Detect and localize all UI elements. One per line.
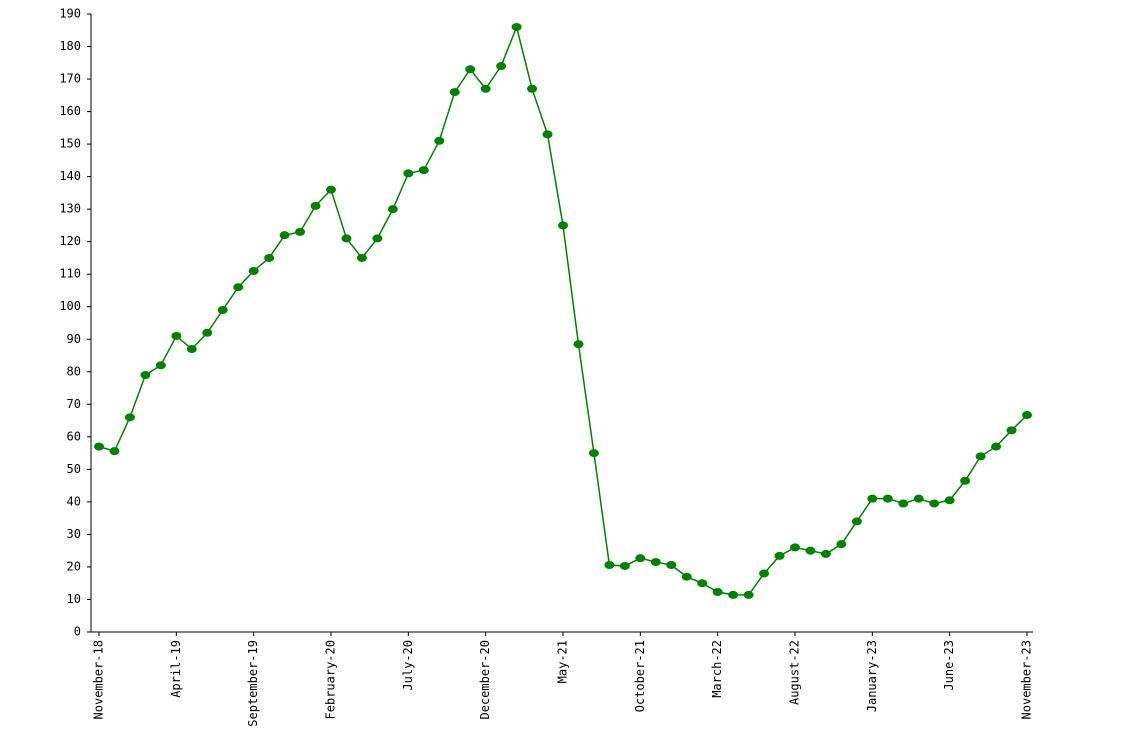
- data-point: [573, 340, 584, 349]
- data-point: [836, 540, 847, 549]
- data-point: [666, 560, 677, 569]
- data-point: [805, 546, 816, 555]
- data-point: [820, 549, 831, 558]
- data-point: [991, 442, 1002, 451]
- data-point: [171, 332, 182, 341]
- data-point: [851, 517, 862, 526]
- data-point: [650, 558, 661, 567]
- data-point: [759, 569, 770, 578]
- x-tick-label: January-23: [865, 640, 879, 712]
- y-tick-label: 0: [74, 625, 81, 639]
- x-tick-label: September-19: [246, 640, 260, 727]
- x-tick-label: November-23: [1020, 640, 1034, 719]
- data-point: [186, 345, 197, 354]
- data-point: [511, 23, 522, 32]
- y-tick-label: 80: [67, 364, 81, 378]
- data-point: [496, 62, 507, 71]
- x-tick-label: June-23: [942, 640, 956, 691]
- y-tick-label: 10: [67, 592, 81, 606]
- data-point: [310, 201, 321, 210]
- data-point: [588, 449, 599, 458]
- data-point: [449, 88, 460, 97]
- data-point: [387, 205, 398, 214]
- data-point: [527, 84, 538, 93]
- data-point: [480, 84, 491, 93]
- data-point: [604, 560, 615, 569]
- data-point: [619, 561, 630, 570]
- x-tick-label: November-18: [92, 640, 106, 719]
- data-point: [248, 266, 259, 275]
- data-point: [697, 579, 708, 588]
- x-tick-label: December-20: [478, 640, 492, 719]
- y-tick-label: 90: [67, 332, 81, 346]
- data-point: [929, 499, 940, 508]
- data-point: [94, 442, 104, 451]
- data-point: [975, 452, 986, 461]
- y-tick-label: 180: [59, 39, 81, 53]
- y-tick-label: 20: [67, 559, 81, 573]
- x-tick-label: July-20: [401, 640, 415, 691]
- data-point: [681, 572, 692, 581]
- y-tick-label: 50: [67, 462, 81, 476]
- data-point: [913, 494, 924, 503]
- data-point: [1022, 411, 1032, 420]
- x-tick-label: February-20: [324, 640, 338, 719]
- y-tick-label: 170: [59, 72, 81, 86]
- data-point: [341, 234, 352, 243]
- y-tick-label: 160: [59, 104, 81, 118]
- data-point: [418, 166, 429, 175]
- data-point: [743, 590, 754, 599]
- data-point: [790, 543, 800, 552]
- x-tick-label: April-19: [169, 640, 183, 698]
- y-tick-label: 100: [59, 299, 81, 313]
- data-point: [326, 185, 336, 194]
- data-point: [279, 231, 290, 240]
- x-tick-label: August-22: [788, 640, 802, 705]
- data-point: [264, 253, 275, 262]
- data-point: [774, 551, 785, 560]
- data-point: [1006, 426, 1017, 435]
- data-point: [465, 65, 476, 74]
- series-line: [98, 24, 1028, 596]
- data-point: [217, 305, 228, 314]
- data-point: [202, 328, 213, 337]
- x-tick-label: October-21: [633, 640, 647, 712]
- y-tick-label: 190: [59, 7, 81, 21]
- data-point: [124, 413, 135, 422]
- y-tick-label: 130: [59, 202, 81, 216]
- data-point: [233, 283, 244, 292]
- data-point: [728, 590, 739, 599]
- y-tick-label: 120: [59, 234, 81, 248]
- data-point: [109, 447, 120, 456]
- y-tick-label: 60: [67, 429, 81, 443]
- data-point: [542, 130, 553, 139]
- data-point: [960, 476, 971, 485]
- data-point: [898, 499, 909, 508]
- data-point: [403, 169, 414, 178]
- y-tick-label: 140: [59, 169, 81, 183]
- data-point: [635, 554, 646, 563]
- y-tick-label: 110: [59, 267, 81, 281]
- y-tick-label: 30: [67, 527, 81, 541]
- data-point: [140, 371, 151, 380]
- data-point: [295, 227, 306, 236]
- data-point: [155, 361, 166, 370]
- data-point: [882, 494, 893, 503]
- y-tick-label: 70: [67, 397, 81, 411]
- data-point: [558, 221, 568, 230]
- data-point: [712, 587, 723, 596]
- data-point: [434, 136, 445, 145]
- y-tick-label: 150: [59, 137, 81, 151]
- data-point: [356, 253, 367, 262]
- data-point: [372, 234, 383, 243]
- x-tick-label: May-21: [556, 640, 570, 683]
- y-tick-label: 40: [67, 494, 81, 508]
- data-point: [944, 496, 955, 505]
- x-tick-label: March-22: [710, 640, 724, 698]
- data-point: [867, 494, 878, 503]
